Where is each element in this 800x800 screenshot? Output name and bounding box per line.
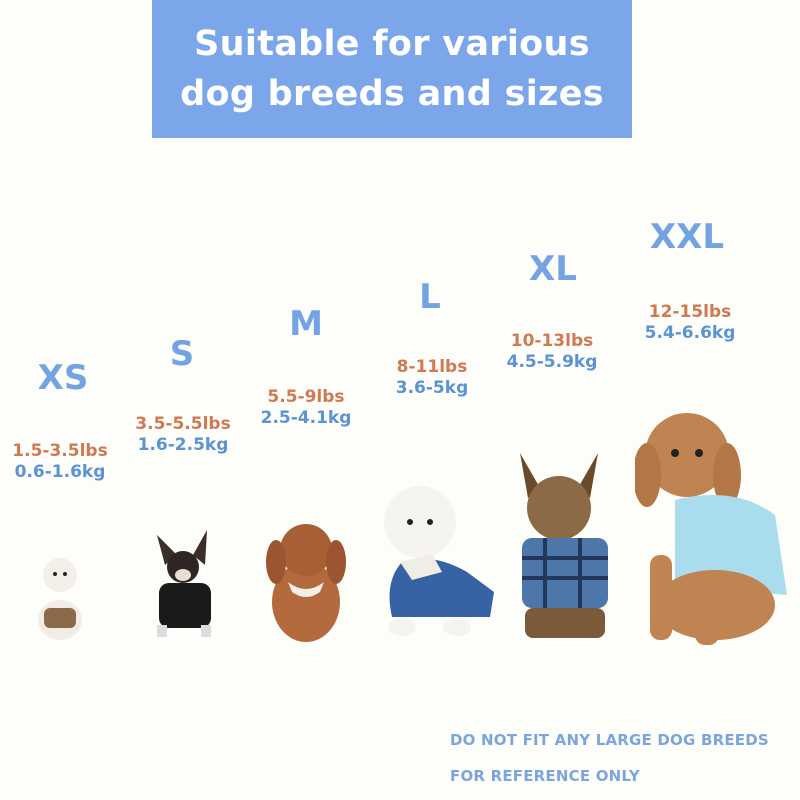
dog-xs-image — [38, 558, 82, 640]
dog-l-image — [384, 486, 494, 636]
weight-kg: 5.4-6.6kg — [644, 323, 736, 343]
size-l: L — [419, 277, 441, 317]
dog-m-image — [266, 524, 346, 642]
dog-xxl-image — [635, 413, 787, 645]
header-banner: Suitable for various dog breeds and size… — [152, 0, 632, 138]
dog-s-image — [157, 530, 211, 637]
weight-kg: 4.5-5.9kg — [506, 352, 598, 372]
weight-kg: 2.5-4.1kg — [260, 408, 352, 428]
size-l-weights: 8-11lbs 3.6-5kg — [396, 357, 468, 399]
size-xs-weights: 1.5-3.5lbs 0.6-1.6kg — [12, 441, 107, 483]
weight-lbs: 3.5-5.5lbs — [135, 414, 231, 434]
size-label: XL — [529, 249, 577, 289]
size-m-weights: 5.5-9lbs 2.5-4.1kg — [261, 387, 352, 429]
size-s: S — [170, 334, 195, 374]
size-s-weights: 3.5-5.5lbs 1.6-2.5kg — [135, 414, 230, 456]
weight-kg: 3.6-5kg — [395, 378, 469, 398]
size-label: S — [169, 334, 195, 374]
size-label: L — [419, 277, 441, 317]
size-xxl: XXL — [650, 217, 724, 257]
weight-lbs: 8-11lbs — [396, 357, 468, 377]
note-reference: FOR REFERENCE ONLY — [450, 767, 640, 785]
size-label: XS — [37, 358, 89, 398]
size-xs: XS — [38, 358, 89, 398]
weight-lbs: 12-15lbs — [648, 302, 732, 322]
note-large-breeds: DO NOT FIT ANY LARGE DOG BREEDS — [450, 731, 769, 749]
dog-xl-image — [520, 453, 608, 638]
size-m: M — [289, 304, 323, 344]
weight-lbs: 10-13lbs — [510, 331, 594, 351]
size-label: XXL — [649, 217, 725, 257]
header-line-2: dog breeds and sizes — [180, 74, 604, 114]
weight-lbs: 1.5-3.5lbs — [12, 441, 108, 461]
size-label: M — [289, 304, 323, 344]
size-xxl-weights: 12-15lbs 5.4-6.6kg — [645, 302, 736, 344]
weight-lbs: 5.5-9lbs — [267, 387, 345, 407]
weight-kg: 1.6-2.5kg — [137, 435, 229, 455]
size-xl: XL — [529, 249, 577, 289]
size-xl-weights: 10-13lbs 4.5-5.9kg — [507, 331, 598, 373]
weight-kg: 0.6-1.6kg — [14, 462, 106, 482]
header-line-1: Suitable for various — [194, 24, 590, 64]
